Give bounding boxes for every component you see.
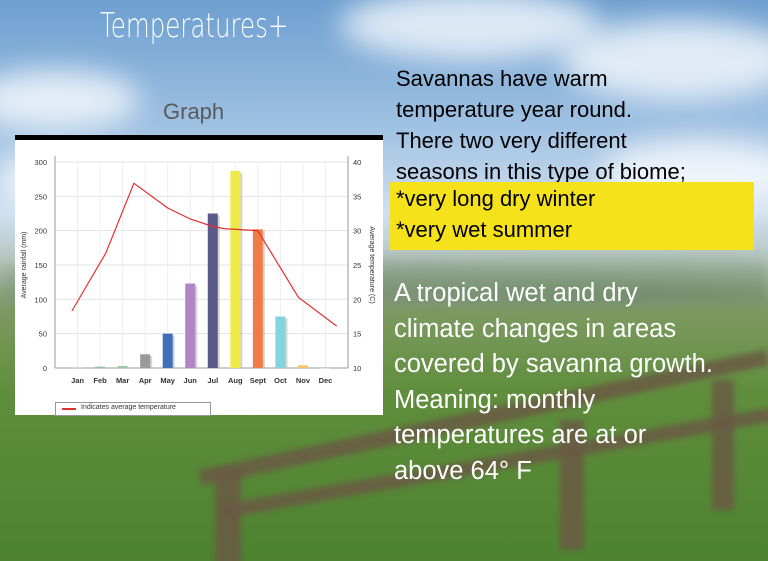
description-text: A tropical wet and dry climate changes i… xyxy=(394,276,713,489)
x-tick-label: Apr xyxy=(139,376,152,385)
bar xyxy=(297,365,308,368)
y2-tick-label: 30 xyxy=(353,227,361,236)
x-tick-label: Sept xyxy=(250,376,267,385)
bar xyxy=(140,354,151,368)
description-line: above 64° F xyxy=(394,456,532,485)
temperature-line xyxy=(71,182,338,327)
y2-tick-label: 25 xyxy=(353,261,361,270)
graph-label: Graph xyxy=(163,99,225,124)
bar xyxy=(95,366,106,368)
x-tick-label: Jul xyxy=(207,376,218,385)
description-line: temperatures are at or xyxy=(394,421,647,449)
bar xyxy=(252,229,263,368)
y-axis-title: Average rainfall (mm) xyxy=(21,232,28,299)
x-tick-label: Dec xyxy=(319,376,333,385)
y2-axis-title: Average temperature (C) xyxy=(368,226,375,303)
highlight-line-dry-winter: *very long dry winter xyxy=(396,186,596,211)
bar xyxy=(162,333,173,368)
y-tick-label: 300 xyxy=(34,158,47,167)
x-tick-label: Mar xyxy=(116,376,129,385)
x-tick-label: Jan xyxy=(71,376,84,385)
y-tick-label: 100 xyxy=(34,295,47,304)
highlight-line-wet-summer: *very wet summer xyxy=(396,217,573,242)
y2-tick-label: 15 xyxy=(353,330,361,339)
chart-legend: Indicates average temperature xyxy=(55,402,211,416)
y-tick-label: 0 xyxy=(43,364,47,373)
description-line: covered by savanna growth. xyxy=(394,350,713,378)
y2-tick-label: 20 xyxy=(353,295,361,304)
bar xyxy=(207,213,218,368)
bar xyxy=(72,367,83,369)
x-tick-label: May xyxy=(160,376,175,385)
legend-label: Indicates average temperature xyxy=(81,404,176,411)
intro-line: Savannas have warm xyxy=(396,66,608,91)
description-line: Meaning: monthly xyxy=(394,385,596,414)
intro-text: Savannas have warm temperature year roun… xyxy=(396,63,761,187)
intro-line: temperature year round. xyxy=(396,97,633,122)
description-line: A tropical wet and dry xyxy=(394,279,638,307)
highlight-box xyxy=(390,182,754,250)
x-tick-label: Aug xyxy=(228,376,243,385)
x-tick-label: Jun xyxy=(184,376,198,385)
bar xyxy=(320,368,331,369)
y2-tick-label: 10 xyxy=(353,364,361,373)
y2-tick-label: 40 xyxy=(353,158,361,167)
slide-title: Temperatures+ xyxy=(100,6,289,46)
highlight-text: *very long dry winter *very wet summer xyxy=(396,183,595,245)
y-tick-label: 200 xyxy=(34,227,47,236)
bar xyxy=(117,365,128,368)
y2-tick-label: 35 xyxy=(353,192,361,201)
climate-chart: 0 50 100 150 200 250 300 10 15 20 25 30 35 40 Average … xyxy=(15,135,383,416)
intro-line: seasons in this type of biome; xyxy=(396,159,686,184)
y-tick-label: 150 xyxy=(34,261,47,270)
x-tick-label: Nov xyxy=(296,376,311,385)
y-tick-label: 50 xyxy=(39,330,47,339)
bar xyxy=(275,316,286,368)
bar xyxy=(185,283,196,368)
chart-svg: 0 50 100 150 200 250 300 10 15 20 25 30 35 40 Average … xyxy=(21,156,375,385)
intro-line: There two very different xyxy=(396,128,627,153)
legend-line-swatch xyxy=(62,408,76,410)
bar xyxy=(230,170,241,368)
y-tick-label: 250 xyxy=(34,192,47,201)
x-tick-label: Feb xyxy=(93,376,107,385)
x-tick-label: Oct xyxy=(274,376,287,385)
description-line: climate changes in areas xyxy=(394,314,677,343)
